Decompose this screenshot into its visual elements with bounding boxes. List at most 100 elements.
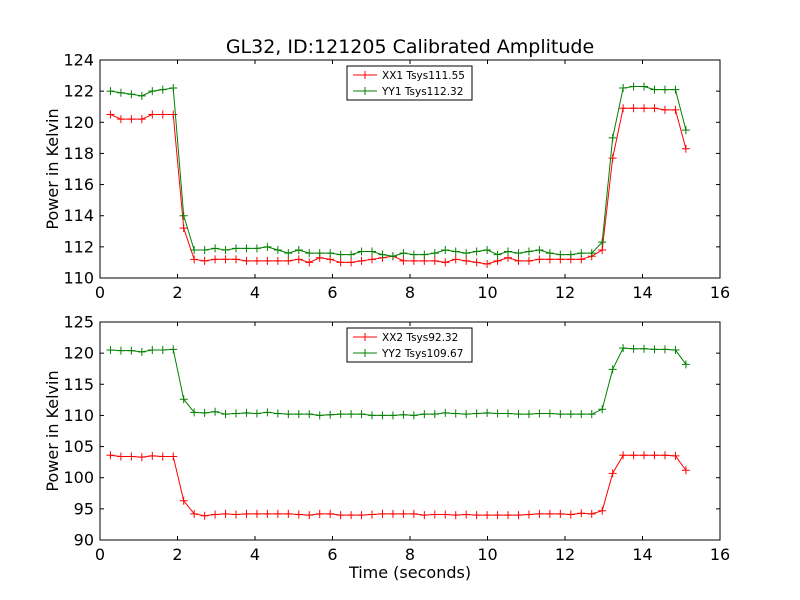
data-point-1-1-34 [462, 410, 471, 419]
data-point-0-1-24 [357, 247, 366, 256]
data-point-1-1-9 [200, 408, 209, 417]
data-point-0-1-6 [169, 84, 178, 93]
data-point-0-1-36 [483, 245, 492, 254]
data-point-0-1-1 [116, 88, 125, 97]
data-point-0-0-50 [629, 104, 638, 113]
data-point-0-1-7 [179, 211, 188, 220]
x-tick-label-0-7: 14 [632, 283, 652, 302]
y-tick-label-0-7: 124 [63, 51, 94, 70]
x-tick-label-0-1: 2 [172, 283, 182, 302]
data-point-0-1-45 [577, 249, 586, 258]
legend-1: XX2 Tsys92.32 YY2 Tsys109.67 [346, 327, 473, 363]
legend-marker-0-1 [361, 87, 369, 95]
data-point-1-0-2 [127, 452, 136, 461]
x-tick-label-1-6: 12 [555, 545, 575, 564]
data-point-0-1-19 [305, 249, 314, 258]
legend-0: XX1 Tsys111.55 YY1 Tsys112.32 [346, 65, 473, 101]
data-point-1-0-10 [211, 510, 220, 519]
x-tick-label-0-8: 16 [710, 283, 730, 302]
data-point-0-1-34 [462, 249, 471, 258]
data-point-0-1-40 [524, 247, 533, 256]
data-point-1-0-39 [514, 511, 523, 520]
data-point-1-0-38 [504, 511, 513, 520]
y-tick-label-1-0: 90 [74, 531, 94, 550]
x-tick-label-1-8: 16 [710, 545, 730, 564]
data-point-0-0-13 [242, 256, 251, 265]
data-point-0-0-2 [127, 115, 136, 124]
legend-box-1 [346, 327, 473, 363]
data-point-0-0-1 [116, 115, 125, 124]
y-axis-label-0: Power in Kelvin [43, 108, 62, 229]
data-point-0-1-3 [137, 91, 146, 100]
data-point-0-1-8 [190, 245, 199, 254]
x-tick-label-1-5: 10 [477, 545, 497, 564]
data-point-0-0-48 [608, 154, 617, 163]
x-tick-label-0-5: 10 [477, 283, 497, 302]
data-point-1-0-24 [357, 511, 366, 520]
top-chart: 0 2 4 6 8 10 12 14 16 110 112 114 116 118 120 122 124 Pow… [43, 51, 730, 303]
data-point-0-1-55 [681, 126, 690, 135]
y-tick-label-0-2: 114 [63, 206, 94, 225]
data-point-1-1-15 [263, 408, 272, 417]
data-point-1-1-25 [368, 411, 377, 420]
data-point-1-1-2 [127, 346, 136, 355]
x-tick-label-1-7: 14 [632, 545, 652, 564]
data-point-0-0-40 [524, 256, 533, 265]
data-point-1-1-16 [273, 409, 282, 418]
data-point-0-0-31 [430, 256, 439, 265]
data-point-0-0-41 [535, 255, 544, 264]
data-point-1-0-53 [660, 451, 669, 460]
data-point-0-0-24 [357, 256, 366, 265]
x-tick-label-1-0: 0 [95, 545, 105, 564]
data-point-1-1-43 [556, 410, 565, 419]
data-point-1-0-18 [294, 510, 303, 519]
y-tick-label-1-1: 95 [74, 499, 94, 518]
data-point-1-0-47 [598, 506, 607, 515]
data-point-0-0-25 [368, 255, 377, 264]
data-point-0-1-10 [211, 244, 220, 253]
data-point-0-1-5 [158, 85, 167, 94]
data-point-1-0-20 [315, 509, 324, 518]
legend-label-0-1: YY1 Tsys112.32 [381, 86, 463, 98]
data-point-1-0-30 [420, 511, 429, 520]
y-tick-label-1-2: 100 [63, 468, 94, 487]
data-point-1-1-8 [190, 408, 199, 417]
data-point-0-1-47 [598, 238, 607, 247]
legend-marker-1-0 [361, 333, 369, 341]
y-tick-label-0-6: 122 [63, 82, 94, 101]
data-point-1-0-36 [483, 511, 492, 520]
data-point-0-0-33 [451, 255, 460, 264]
data-point-0-0-11 [221, 255, 230, 264]
data-point-1-1-48 [608, 365, 617, 374]
data-point-0-1-4 [148, 87, 157, 96]
data-point-1-0-42 [545, 509, 554, 518]
data-point-1-1-10 [211, 407, 220, 416]
data-point-0-1-31 [430, 249, 439, 258]
data-point-0-0-52 [650, 104, 659, 113]
x-tick-label-0-6: 12 [555, 283, 575, 302]
data-point-1-0-29 [409, 509, 418, 518]
data-point-1-1-33 [451, 409, 460, 418]
x-tick-label-1-2: 4 [250, 545, 260, 564]
data-point-0-0-10 [211, 255, 220, 264]
data-point-1-1-13 [242, 408, 251, 417]
data-point-1-0-40 [524, 510, 533, 519]
data-point-1-0-15 [263, 509, 272, 518]
data-point-1-1-24 [357, 410, 366, 419]
data-point-0-1-18 [294, 245, 303, 254]
data-point-0-1-12 [232, 244, 241, 253]
data-point-1-0-22 [336, 511, 345, 520]
data-point-0-0-18 [294, 255, 303, 264]
data-point-1-1-38 [504, 409, 513, 418]
data-point-1-1-41 [535, 409, 544, 418]
data-point-0-1-52 [650, 85, 659, 94]
data-point-1-1-22 [336, 410, 345, 419]
data-point-0-0-55 [681, 144, 690, 153]
data-point-1-0-34 [462, 510, 471, 519]
data-point-0-0-7 [179, 224, 188, 233]
data-point-0-1-17 [284, 249, 293, 258]
data-point-1-1-11 [221, 410, 230, 419]
data-point-1-1-27 [388, 411, 397, 420]
data-point-1-1-19 [305, 410, 314, 419]
data-point-1-1-14 [252, 409, 261, 418]
